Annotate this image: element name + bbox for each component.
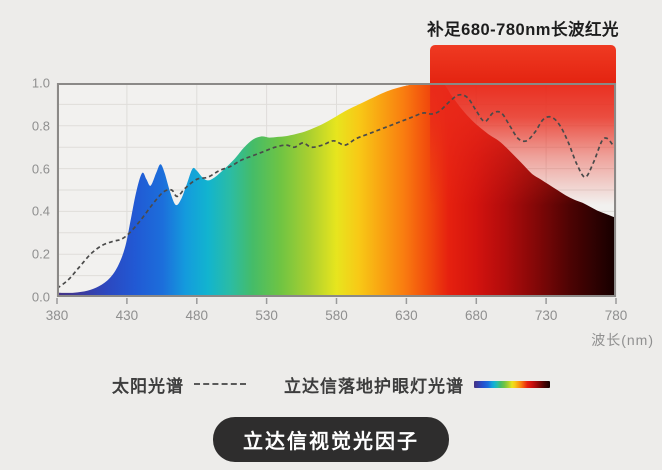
x-tick-label: 680 — [464, 308, 488, 323]
legend-label-lamp: 立达信落地护眼灯光谱 — [284, 376, 464, 396]
y-tick-label: 0.4 — [31, 203, 50, 219]
legend-label-solar: 太阳光谱 — [112, 376, 184, 396]
y-tick-label: 0.0 — [31, 289, 50, 305]
y-tick-label: 0.8 — [31, 118, 50, 134]
y-tick-label: 1.0 — [31, 75, 50, 91]
red-highlight-banner — [430, 45, 616, 83]
chart-title: 补足680-780nm长波红光 — [427, 21, 619, 39]
x-tick-label: 780 — [604, 308, 628, 323]
y-tick-label: 0.6 — [31, 161, 50, 177]
x-tick-label: 630 — [395, 308, 418, 323]
legend-dashed-line-swatch — [194, 383, 246, 385]
x-tick-label: 480 — [185, 308, 209, 323]
x-tick-label: 530 — [255, 308, 278, 323]
spectrum-plot — [56, 83, 617, 304]
x-tick-label: 730 — [534, 308, 558, 323]
footer-badge: 立达信视觉光因子 — [213, 417, 449, 462]
y-tick-label: 0.2 — [31, 246, 50, 262]
legend: 太阳光谱 立达信落地护眼灯光谱 — [0, 369, 662, 399]
x-axis-title: 波长(nm) — [591, 332, 654, 348]
legend-rainbow-gradient-swatch — [474, 380, 550, 388]
x-tick-label: 580 — [325, 308, 348, 323]
x-tick-label: 430 — [115, 308, 139, 323]
x-tick-label: 380 — [45, 308, 69, 323]
